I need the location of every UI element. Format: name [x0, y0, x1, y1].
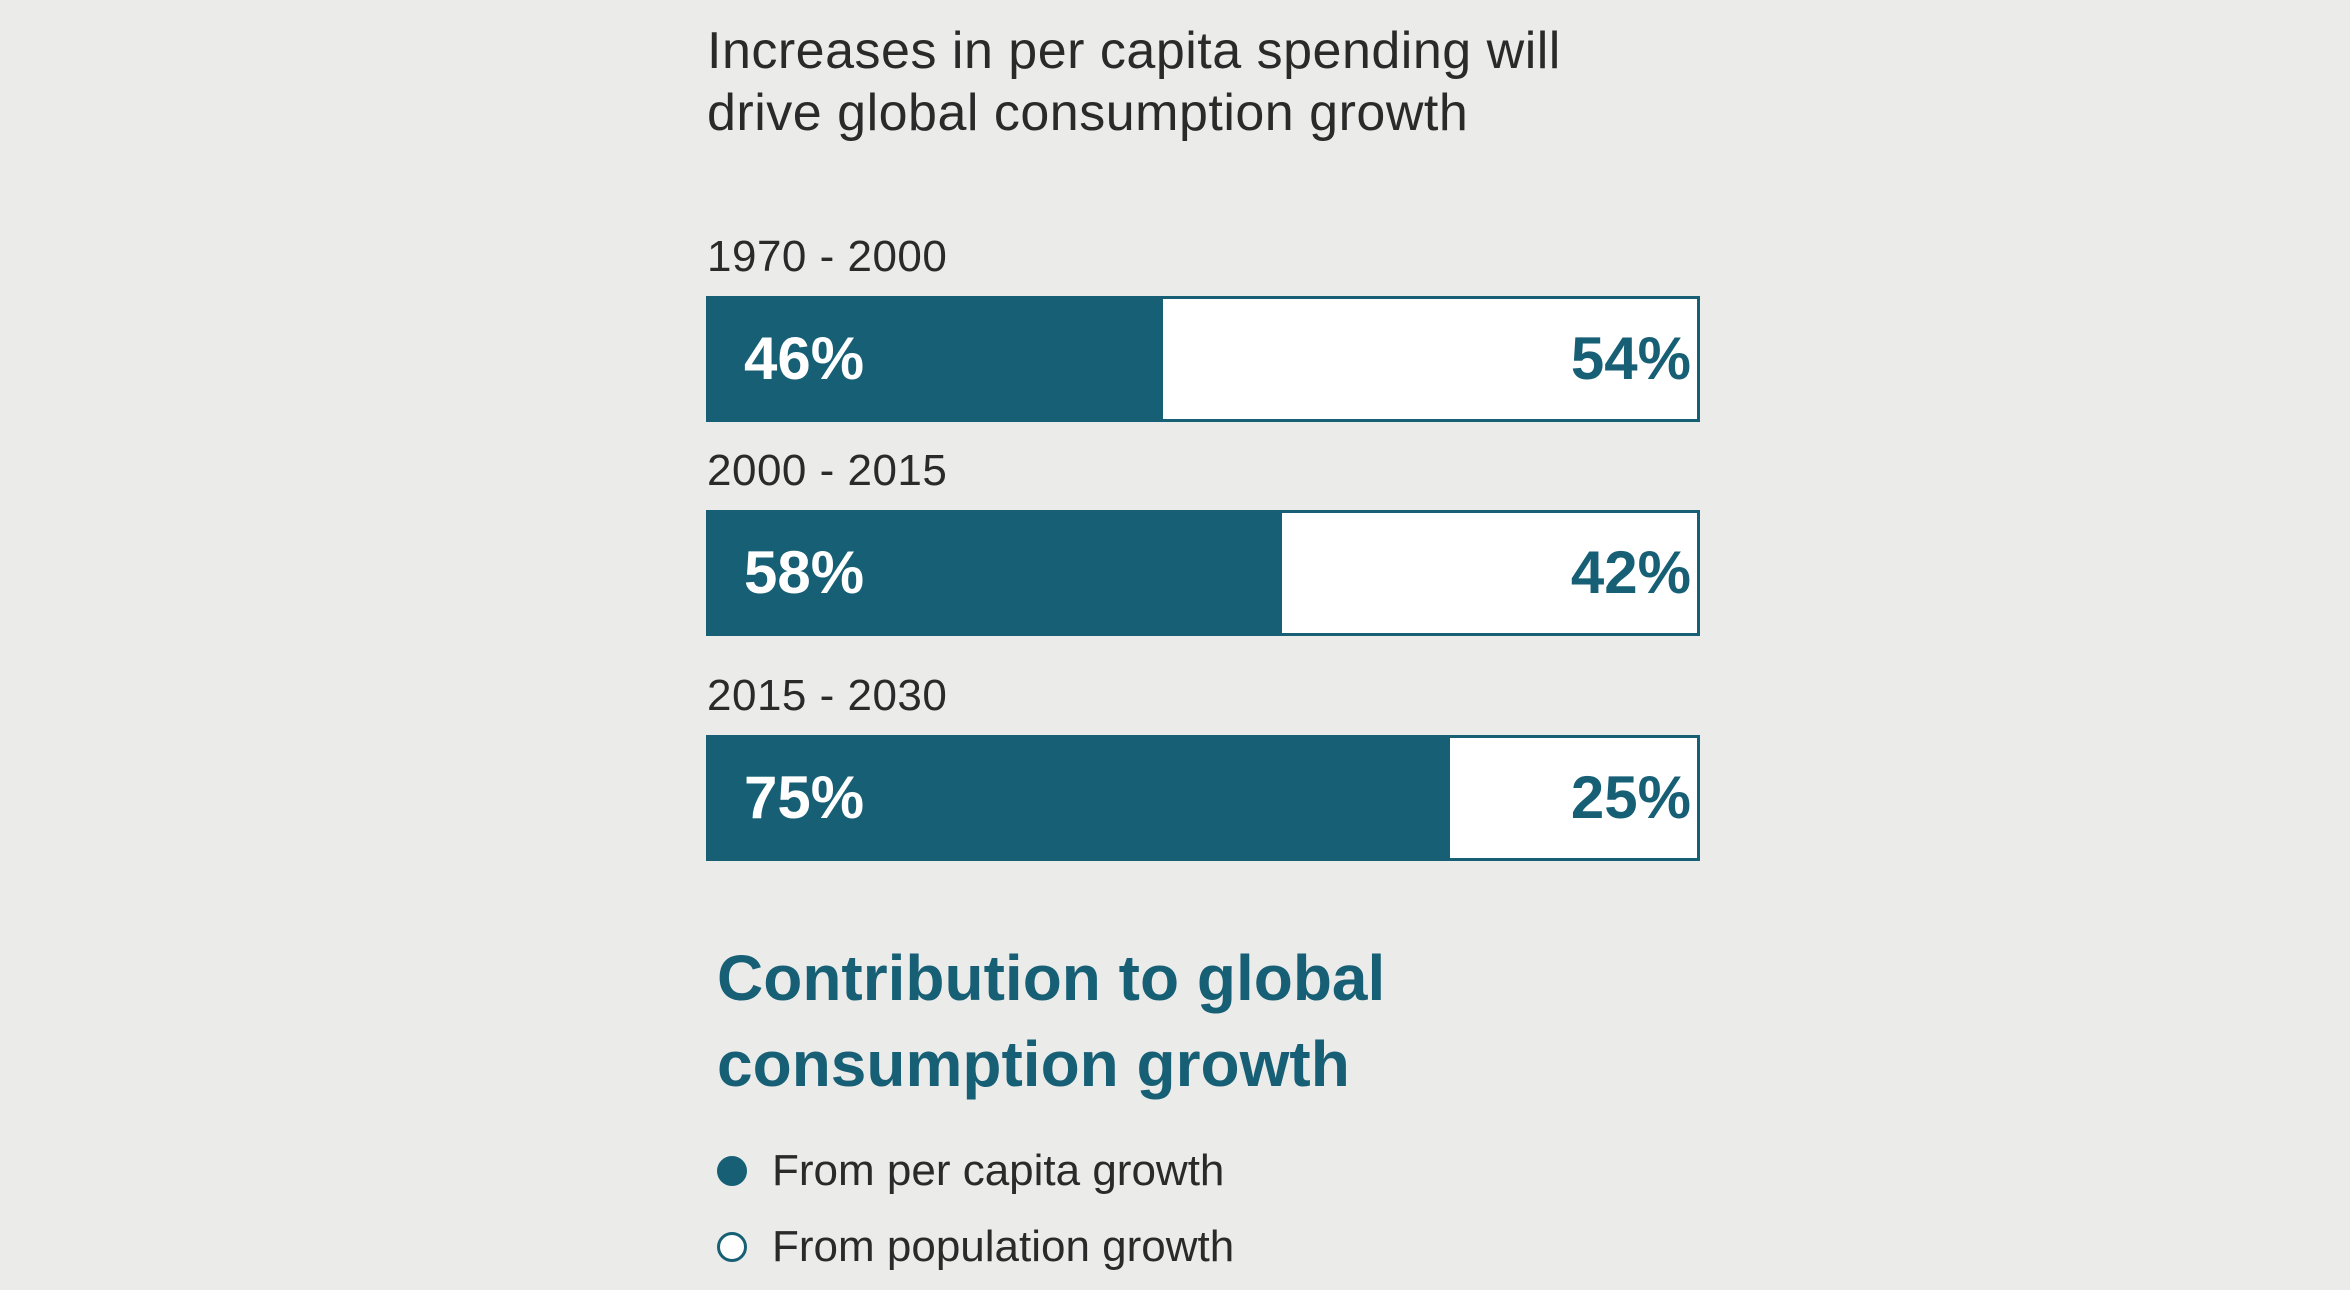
legend-title: Contribution to global consumption growt…	[717, 935, 1385, 1107]
bar-fill-per-capita-1970-2000	[709, 299, 1164, 419]
value-per-capita-2015-2030: 75%	[744, 764, 865, 831]
legend-item-population: From population growth	[717, 1222, 1234, 1272]
value-per-capita-2000-2015: 58%	[744, 539, 865, 606]
legend-title-line-1: Contribution to global	[717, 942, 1386, 1014]
period-label-1970-2000: 1970 - 2000	[707, 232, 948, 281]
bar-fill-per-capita-2000-2015	[709, 513, 1283, 633]
period-label-2000-2015: 2000 - 2015	[707, 446, 948, 495]
value-population-1970-2000: 54%	[1570, 325, 1691, 392]
legend-item-per-capita: From per capita growth	[717, 1146, 1224, 1196]
legend-title-line-2: consumption growth	[717, 1028, 1350, 1100]
chart-title-line-1: Increases in per capita spending will	[707, 22, 1561, 80]
hollow-circle-icon	[717, 1232, 747, 1262]
bar-2015-2030: 75% 25%	[706, 735, 1700, 861]
period-label-2015-2030: 2015 - 2030	[707, 671, 948, 720]
value-per-capita-1970-2000: 46%	[744, 325, 865, 392]
value-population-2015-2030: 25%	[1570, 764, 1691, 831]
legend-label-per-capita: From per capita growth	[772, 1146, 1225, 1195]
bar-1970-2000: 46% 54%	[706, 296, 1700, 422]
value-population-2000-2015: 42%	[1570, 539, 1691, 606]
filled-circle-icon	[717, 1156, 747, 1186]
bar-fill-per-capita-2015-2030	[709, 738, 1450, 858]
bar-2000-2015: 58% 42%	[706, 510, 1700, 636]
chart-title: Increases in per capita spending will dr…	[707, 20, 1561, 144]
chart-title-line-2: drive global consumption growth	[707, 84, 1469, 142]
legend-label-population: From population growth	[772, 1222, 1235, 1271]
